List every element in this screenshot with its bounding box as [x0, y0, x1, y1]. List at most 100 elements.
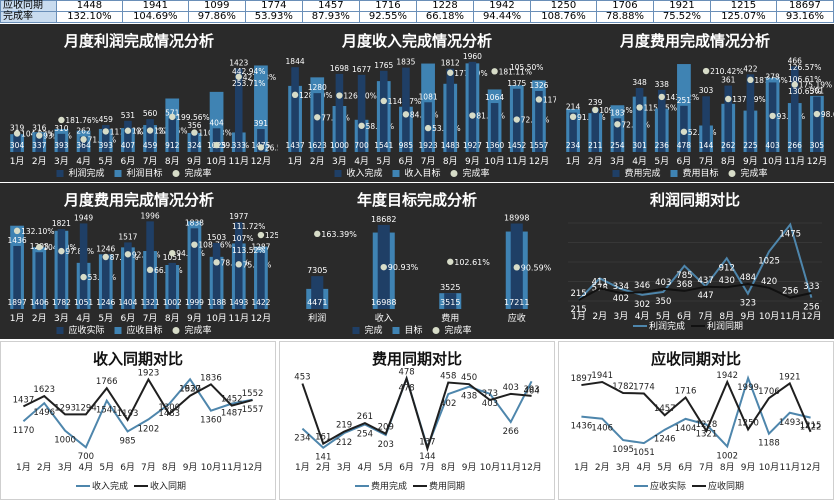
rate-dot: [314, 114, 321, 121]
summary-cell: 1706: [595, 0, 654, 12]
chart-panel-revenue-yoy: 收入同期对比 1170 1496 1000 700 1541 985 1202 1483 1927…: [0, 341, 276, 500]
point-label: 256: [782, 287, 798, 297]
bar-actual-label: 1765: [374, 61, 393, 70]
bar-actual-label: 1517: [118, 232, 137, 241]
bar-actual-label: 404: [209, 118, 224, 127]
chart-panel-receivable-yoy: 应收同期对比 1436 1406 1095 1051 1246 1404 1321 1002 19…: [558, 341, 834, 500]
rate-dot: [658, 93, 665, 101]
x-tick-label: 10月: [759, 311, 779, 322]
rate-label: 102.61%: [454, 258, 490, 267]
point-label: 1406: [591, 424, 613, 434]
x-tick-label: 8月: [441, 462, 456, 473]
x-tick-label: 11月: [501, 462, 521, 473]
chart-panel-expense-yoy: 费用同期对比 234 141 212 254 203 478 144 402 438 403 266 4…: [279, 341, 555, 500]
bar-actual-label: 214: [566, 103, 581, 112]
point-label: 1557: [242, 405, 264, 415]
bar-actual-label: 18682: [371, 215, 396, 224]
rate-label: 117.92%: [543, 95, 556, 104]
x-tick-label: 2月: [316, 462, 331, 473]
legend-label: 费用完成: [371, 480, 407, 492]
x-tick-label: 12月: [242, 462, 262, 473]
x-tick-label: 8月: [165, 313, 180, 324]
bar-target-label: 305: [810, 141, 825, 150]
summary-cell: 125.07%: [710, 11, 777, 23]
extra-rate-label: 105.50%: [510, 63, 543, 72]
x-tick-label: 5月: [378, 462, 393, 473]
x-tick-label: 2月: [310, 156, 325, 167]
bar-target-label: 1897: [8, 298, 27, 307]
bar-target-label: 144: [699, 141, 714, 150]
point-label: 411: [592, 277, 608, 287]
x-tick-label: 10月: [206, 156, 226, 167]
rate-label: 90.93%: [388, 263, 419, 272]
x-tick-label: 11月: [229, 313, 249, 324]
point-label: 1836: [200, 373, 222, 383]
x-tick-label: 10月: [759, 462, 779, 473]
legend-label: 应收实际: [650, 480, 686, 492]
series-line: [578, 282, 812, 301]
summary-cell: 1215: [710, 0, 777, 12]
point-label: 1942: [716, 371, 738, 381]
rate-dot: [13, 227, 21, 235]
x-tick-label: 10月: [480, 462, 500, 473]
summary-cell: 1774: [244, 0, 303, 12]
point-label: 323: [740, 299, 756, 309]
chart-panel-annual-target: 年度目标完成分析 7305 4471 163.39% 利润 18682 16988 90.93…: [278, 183, 556, 339]
chart-svg: 月度利润完成情况分析319304104.93%1月31633793.77%2月3…: [10, 32, 278, 179]
legend-swatch: [612, 170, 620, 177]
point-label: 1404: [675, 424, 697, 434]
bar-actual-label: 303: [699, 86, 714, 95]
point-label: 333: [803, 282, 819, 292]
rate-dot: [592, 106, 599, 114]
bar-target-label: 407: [121, 141, 136, 150]
x-tick-label: 3月: [332, 156, 347, 167]
chart-svg: 费用同期对比 234 141 212 254 203 478 144 402 438 403 266 4…: [294, 350, 542, 492]
bar-target-label: 478: [677, 141, 692, 150]
rate-dot: [146, 127, 154, 134]
rate-dot: [747, 76, 754, 84]
point-label: 219: [336, 421, 352, 431]
rate-label: 163.39%: [321, 230, 357, 239]
rate-dot: [358, 122, 365, 129]
series-line: [301, 375, 532, 452]
bar-actual-label: 560: [143, 109, 158, 118]
bar-target-label: 1557: [529, 141, 548, 150]
legend-swatch: [450, 170, 458, 177]
x-tick-label: 11月: [507, 156, 527, 167]
bar-actual-label: 18998: [504, 214, 529, 223]
x-tick-label: 12月: [807, 156, 827, 167]
x-tick-label: 收入: [375, 312, 393, 324]
bar-actual: [613, 118, 622, 152]
bar-target-label: 4471: [307, 298, 327, 307]
series-line: [581, 374, 811, 449]
bar-actual-label: 310: [54, 124, 69, 133]
x-tick-label: 4月: [79, 462, 94, 473]
bar-actual: [13, 133, 21, 152]
x-tick-label: 4月: [76, 156, 91, 167]
point-label: 1921: [779, 372, 801, 382]
x-tick-label: 2月: [32, 313, 47, 324]
bar-actual-label: 1835: [396, 58, 415, 67]
legend-label: 应收目标: [127, 324, 163, 336]
point-label: 1496: [33, 408, 55, 418]
rate-dot: [513, 116, 520, 123]
point-label: 1095: [612, 445, 634, 455]
x-tick-label: 11月: [229, 156, 249, 167]
bar-actual-label: 319: [10, 123, 25, 132]
chart-panel-expense-monthly-b: 月度费用完成情况分析14361897132.10%1月12931406104.6…: [0, 183, 278, 339]
legend-label: 目标: [405, 324, 423, 336]
bar-actual-label: 1503: [207, 233, 226, 242]
bar-actual: [234, 68, 243, 152]
legend-label: 费用同期: [429, 480, 465, 492]
point-label: 1193: [117, 409, 139, 419]
bar-target-label: 304: [10, 141, 25, 150]
legend-swatch: [432, 327, 440, 334]
bar-actual: [591, 108, 600, 152]
point-label: 1457: [654, 404, 676, 414]
rate-dot: [636, 104, 643, 111]
x-tick-label: 11月: [780, 462, 800, 473]
x-tick-label: 2月: [32, 156, 47, 167]
rate-dot: [813, 110, 821, 118]
legend-label: 利润完成: [69, 167, 105, 179]
point-label: 215: [570, 305, 586, 315]
